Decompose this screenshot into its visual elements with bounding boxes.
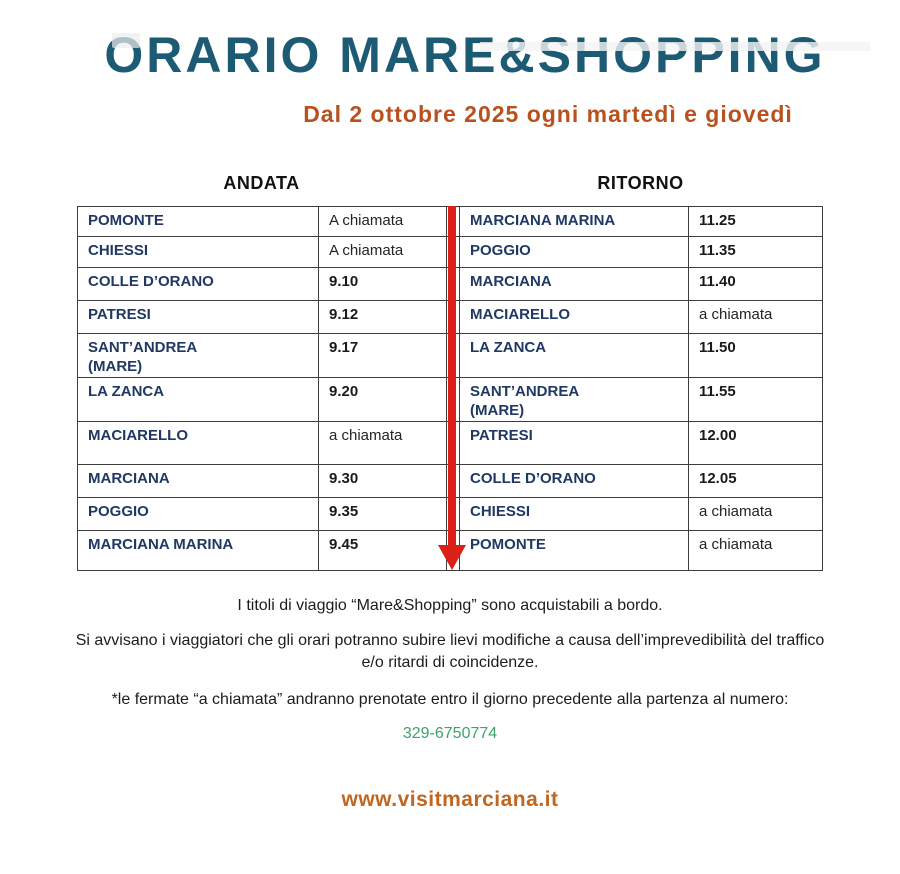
faint-logo-artifact bbox=[112, 33, 140, 48]
andata-time-cell: 9.35 bbox=[318, 496, 447, 531]
ritorno-time-cell: 12.05 bbox=[688, 463, 823, 498]
ritorno-stop-cell: MACIARELLO bbox=[459, 299, 689, 334]
ritorno-stop-cell: POGGIO bbox=[459, 235, 689, 268]
ritorno-stop-cell: MARCIANA MARINA bbox=[459, 205, 689, 237]
ritorno-stop-cell: MARCIANA bbox=[459, 266, 689, 301]
ritorno-time-cell: 11.40 bbox=[688, 266, 823, 301]
page-subtitle: Dal 2 ottobre 2025 ogni martedì e gioved… bbox=[303, 101, 793, 127]
timetable-row: LA ZANCA 9.20 SANT’ANDREA (MARE) 11.55 bbox=[77, 376, 823, 422]
timetable: POMONTE A chiamata MARCIANA MARINA 11.25 CHI… bbox=[77, 205, 823, 571]
gap-cell bbox=[446, 205, 460, 237]
ritorno-stop-cell: POMONTE bbox=[459, 529, 689, 571]
gap-cell bbox=[446, 420, 460, 465]
ritorno-stop-cell: SANT’ANDREA (MARE) bbox=[459, 376, 689, 422]
timetable-table: POMONTE A chiamata MARCIANA MARINA 11.25 CHI… bbox=[77, 205, 823, 571]
andata-time-cell: 9.17 bbox=[318, 332, 447, 378]
andata-stop-cell: MARCIANA bbox=[77, 463, 319, 498]
andata-stop-cell: CHIESSI bbox=[77, 235, 319, 268]
ritorno-time-cell: a chiamata bbox=[688, 496, 823, 531]
andata-stop-cell: POMONTE bbox=[77, 205, 319, 237]
andata-time-cell: 9.45 bbox=[318, 529, 447, 571]
andata-time-cell: 9.20 bbox=[318, 376, 447, 422]
flyer-page: ORARIO MARE&SHOPPING Dal 2 ottobre 2025 … bbox=[0, 30, 900, 812]
ritorno-time-cell: 11.55 bbox=[688, 376, 823, 422]
note-on-call-stops: *le fermate “a chiamata” andranno prenot… bbox=[111, 691, 789, 709]
timetable-row: MARCIANA MARINA 9.45 POMONTE a chiamata bbox=[77, 529, 823, 571]
gap-cell bbox=[446, 235, 460, 268]
gap-cell bbox=[446, 529, 460, 571]
andata-time-cell: 9.30 bbox=[318, 463, 447, 498]
gap-cell bbox=[446, 332, 460, 378]
timetable-row: MARCIANA 9.30 COLLE D’ORANO 12.05 bbox=[77, 463, 823, 498]
gap-cell bbox=[446, 463, 460, 498]
timetable-row: POMONTE A chiamata MARCIANA MARINA 11.25 bbox=[77, 205, 823, 237]
header-gap bbox=[446, 173, 459, 194]
timetable-row: CHIESSI A chiamata POGGIO 11.35 bbox=[77, 235, 823, 268]
andata-time-cell: A chiamata bbox=[318, 205, 447, 237]
andata-stop-cell: SANT’ANDREA (MARE) bbox=[77, 332, 319, 378]
ritorno-time-cell: a chiamata bbox=[688, 529, 823, 571]
timetable-row: PATRESI 9.12 MACIARELLO a chiamata bbox=[77, 299, 823, 334]
timetable-row: COLLE D’ORANO 9.10 MARCIANA 11.40 bbox=[77, 266, 823, 301]
note-tickets: I titoli di viaggio “Mare&Shopping” sono… bbox=[237, 596, 663, 614]
ritorno-time-cell: a chiamata bbox=[688, 299, 823, 334]
ritorno-stop-cell: LA ZANCA bbox=[459, 332, 689, 378]
timetable-row: SANT’ANDREA (MARE) 9.17 LA ZANCA 11.50 bbox=[77, 332, 823, 378]
andata-header: ANDATA bbox=[223, 172, 300, 193]
ritorno-stop-cell: PATRESI bbox=[459, 420, 689, 465]
andata-stop-cell: POGGIO bbox=[77, 496, 319, 531]
andata-stop-cell: MACIARELLO bbox=[77, 420, 319, 465]
andata-stop-cell: PATRESI bbox=[77, 299, 319, 334]
ritorno-time-cell: 11.35 bbox=[688, 235, 823, 268]
table-column-headers: ANDATA RITORNO bbox=[77, 173, 822, 194]
andata-time-cell: 9.12 bbox=[318, 299, 447, 334]
andata-time-cell: a chiamata bbox=[318, 420, 447, 465]
gap-cell bbox=[446, 266, 460, 301]
faint-scan-artifact bbox=[480, 42, 870, 51]
ritorno-time-cell: 11.25 bbox=[688, 205, 823, 237]
andata-stop-cell: COLLE D’ORANO bbox=[77, 266, 319, 301]
timetable-row: MACIARELLO a chiamata PATRESI 12.00 bbox=[77, 420, 823, 465]
ritorno-time-cell: 12.00 bbox=[688, 420, 823, 465]
note-schedule-changes: Si avvisano i viaggiatori che gli orari … bbox=[75, 631, 825, 671]
website-link[interactable]: www.visitmarciana.it bbox=[341, 788, 559, 812]
gap-cell bbox=[446, 299, 460, 334]
ritorno-stop-cell: CHIESSI bbox=[459, 496, 689, 531]
gap-cell bbox=[446, 376, 460, 422]
timetable-row: POGGIO 9.35 CHIESSI a chiamata bbox=[77, 496, 823, 531]
andata-stop-cell: LA ZANCA bbox=[77, 376, 319, 422]
page-title: ORARIO MARE&SHOPPING bbox=[104, 27, 826, 83]
andata-time-cell: A chiamata bbox=[318, 235, 447, 268]
ritorno-header: RITORNO bbox=[597, 172, 684, 193]
ritorno-stop-cell: COLLE D’ORANO bbox=[459, 463, 689, 498]
phone-number: 329-6750774 bbox=[402, 725, 498, 743]
ritorno-time-cell: 11.50 bbox=[688, 332, 823, 378]
gap-cell bbox=[446, 496, 460, 531]
andata-time-cell: 9.10 bbox=[318, 266, 447, 301]
andata-stop-cell: MARCIANA MARINA bbox=[77, 529, 319, 571]
